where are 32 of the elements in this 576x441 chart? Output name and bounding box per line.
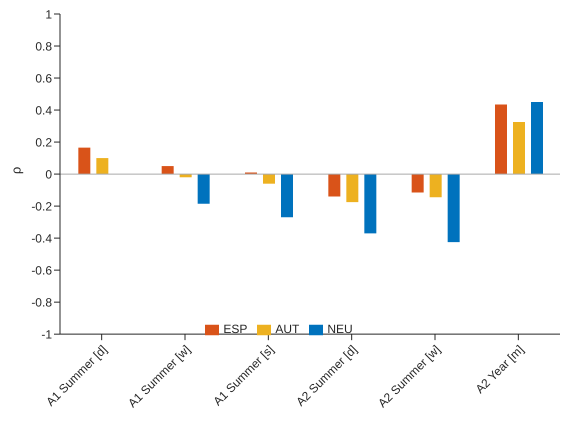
bar xyxy=(430,174,442,198)
y-tick-label: 0 xyxy=(45,167,52,182)
y-tick-label: -0.6 xyxy=(31,263,52,278)
y-tick-label: -0.2 xyxy=(31,199,52,214)
bar xyxy=(78,148,90,174)
bar xyxy=(96,158,108,174)
bar xyxy=(346,174,358,202)
bar xyxy=(448,174,460,242)
y-tick-label: -0.8 xyxy=(31,295,52,310)
legend-label: AUT xyxy=(275,322,300,336)
y-axis-title: ρ xyxy=(8,166,24,174)
bar xyxy=(263,174,275,184)
legend-label: NEU xyxy=(327,322,353,336)
bar xyxy=(162,166,174,174)
y-tick-label: -1 xyxy=(41,327,52,342)
bar xyxy=(412,174,424,192)
y-tick-label: -0.4 xyxy=(31,231,52,246)
bar xyxy=(513,122,525,174)
y-tick-label: 1 xyxy=(45,7,52,22)
bar xyxy=(328,174,340,196)
x-tick-label: A2 Year [m] xyxy=(472,342,526,396)
legend-label: ESP xyxy=(223,322,248,336)
y-tick-label: 0.4 xyxy=(35,103,52,118)
bar xyxy=(281,174,293,218)
bar xyxy=(531,102,543,174)
y-tick-label: 0.6 xyxy=(35,71,52,86)
y-tick-label: 0.8 xyxy=(35,39,52,54)
bar xyxy=(364,174,376,234)
bar xyxy=(495,104,507,174)
bar xyxy=(198,174,210,204)
y-tick-label: 0.2 xyxy=(35,135,52,150)
bar xyxy=(180,174,192,178)
